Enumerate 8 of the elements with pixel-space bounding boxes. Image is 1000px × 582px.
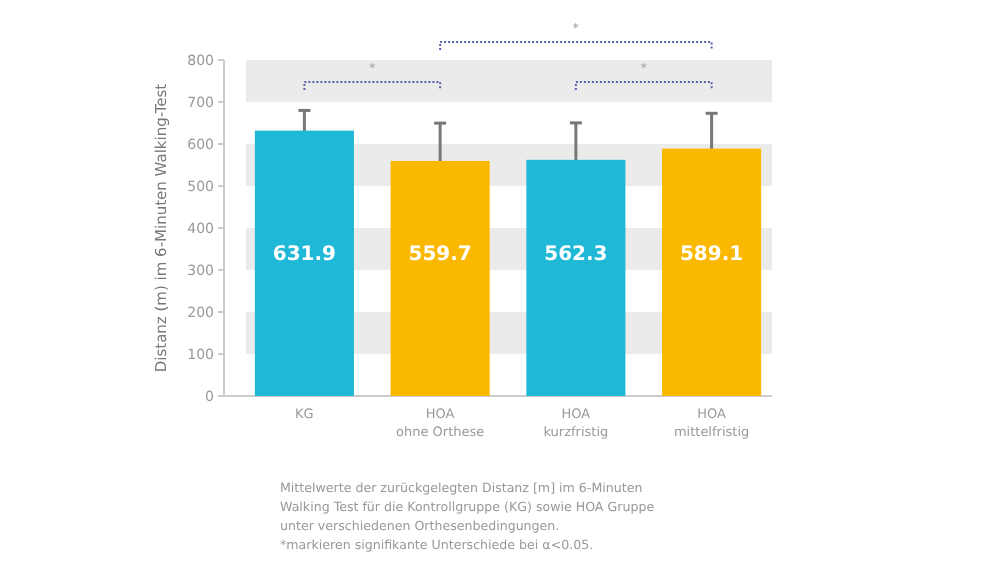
data-label: 631.9 [272,243,337,266]
bar [526,159,626,396]
data-label: 589.1 [679,243,744,266]
bar [662,148,762,396]
data-label: 562.3 [544,243,608,266]
bar [254,130,354,396]
bar [390,160,490,396]
data-label: 559.7 [408,243,472,266]
